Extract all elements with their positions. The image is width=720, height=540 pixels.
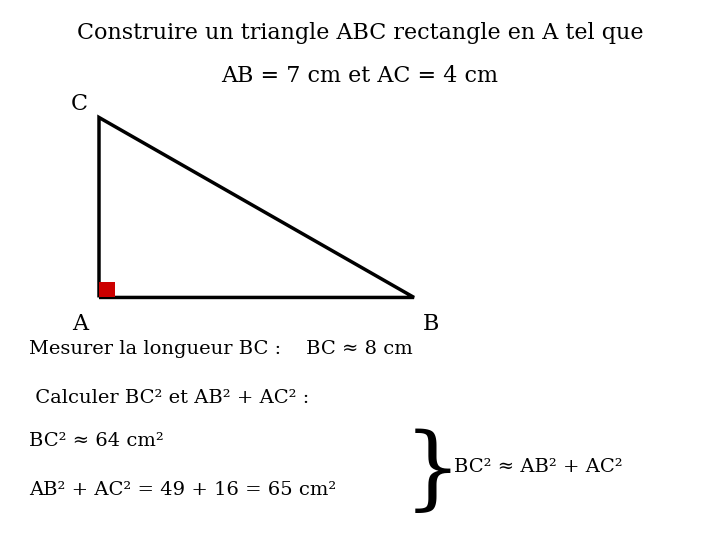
Text: BC² ≈ 64 cm²: BC² ≈ 64 cm²: [29, 432, 163, 450]
Text: AB² + AC² = 49 + 16 = 65 cm²: AB² + AC² = 49 + 16 = 65 cm²: [29, 481, 336, 498]
Text: Construire un triangle ABC rectangle en A tel que: Construire un triangle ABC rectangle en …: [77, 22, 643, 44]
Text: B: B: [423, 313, 439, 335]
Text: Calculer BC² et AB² + AC² :: Calculer BC² et AB² + AC² :: [29, 389, 309, 407]
Text: }: }: [403, 428, 461, 517]
Text: A: A: [72, 313, 88, 335]
Text: BC² ≈ AB² + AC²: BC² ≈ AB² + AC²: [454, 458, 622, 476]
Text: AB = 7 cm et AC = 4 cm: AB = 7 cm et AC = 4 cm: [222, 65, 498, 87]
Bar: [99, 282, 114, 298]
Text: Mesurer la longueur BC :    BC ≈ 8 cm: Mesurer la longueur BC : BC ≈ 8 cm: [29, 340, 413, 358]
Text: C: C: [71, 93, 88, 115]
